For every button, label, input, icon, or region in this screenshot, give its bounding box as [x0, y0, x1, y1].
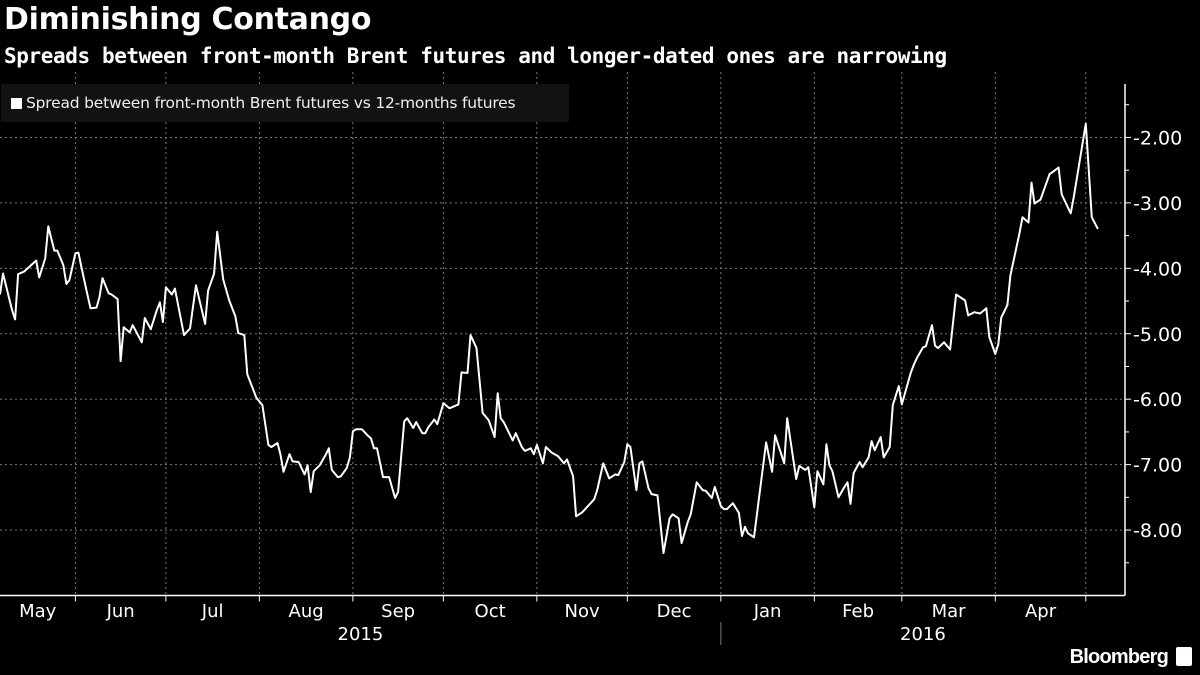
bloomberg-logo: Bloomberg — [1069, 646, 1169, 668]
x-tick-label: Apr — [1025, 601, 1057, 622]
x-tick-label: Nov — [565, 601, 600, 622]
x-tick-label: Jan — [753, 601, 782, 622]
legend-swatch — [11, 97, 22, 109]
x-tick-label: Dec — [657, 601, 692, 622]
x-tick-label: Jun — [106, 601, 135, 622]
bloomberg-chart-icon — [1176, 647, 1192, 666]
x-tick-label: Sep — [381, 601, 415, 622]
x-tick-label: Aug — [289, 601, 324, 622]
chart-title: Diminishing Contango — [4, 2, 372, 37]
x-tick-label: Mar — [932, 601, 967, 622]
y-tick-label: -2.00 — [1133, 127, 1182, 149]
chart-subtitle: Spreads between front-month Brent future… — [4, 44, 947, 68]
series-line — [0, 122, 1099, 554]
y-tick-label: -7.00 — [1133, 455, 1182, 477]
y-tick-label: -8.00 — [1133, 520, 1182, 542]
y-tick-label: -4.00 — [1133, 258, 1182, 280]
y-tick-label: -6.00 — [1133, 389, 1182, 411]
y-tick-label: -3.00 — [1133, 193, 1182, 215]
legend-label: Spread between front-month Brent futures… — [26, 94, 516, 112]
legend: Spread between front-month Brent futures… — [1, 84, 569, 122]
y-tick-label: -5.00 — [1133, 324, 1182, 346]
x-tick-label: May — [19, 601, 57, 622]
year-label: 2015 — [338, 624, 384, 645]
x-tick-label: Feb — [842, 601, 874, 622]
x-tick-label: Jul — [201, 601, 224, 622]
year-label: 2016 — [900, 624, 946, 645]
x-tick-label: Oct — [475, 601, 506, 622]
